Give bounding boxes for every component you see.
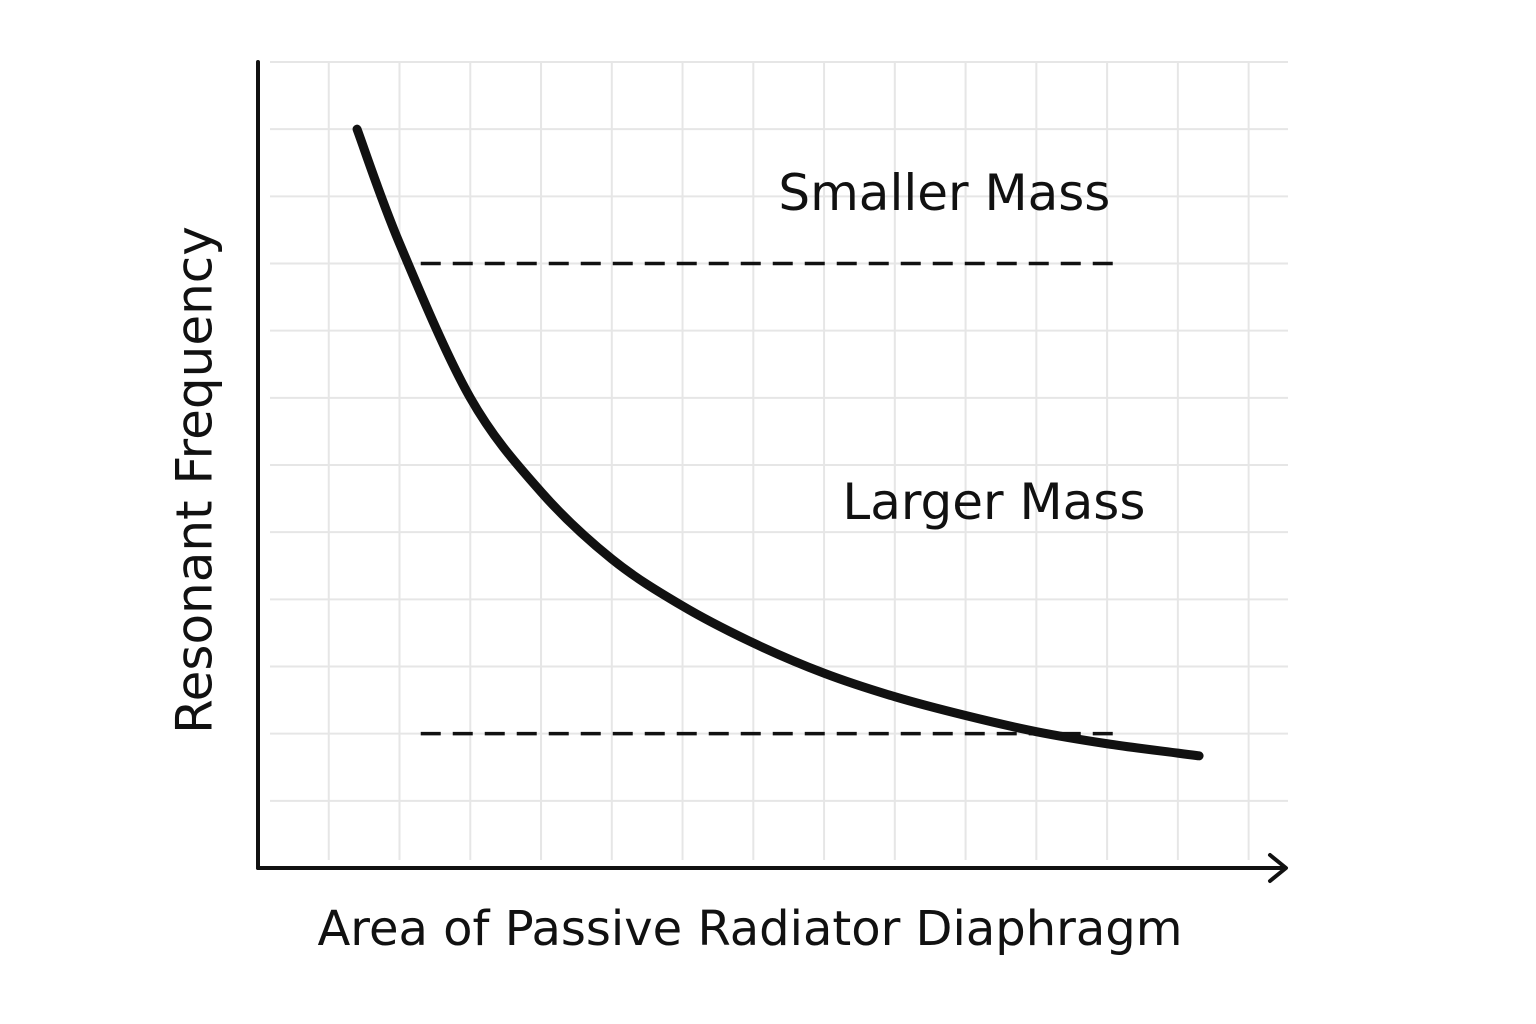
- grid-lines: [270, 61, 1288, 860]
- annotation-label: Larger Mass: [842, 473, 1145, 531]
- x-axis-arrow: [1268, 853, 1288, 883]
- annotation-label: Smaller Mass: [778, 164, 1110, 222]
- series-lines: [352, 124, 1204, 761]
- y-axis-label: Resonant Frequency: [166, 226, 224, 734]
- x-axis-label: Area of Passive Radiator Diaphragm: [317, 901, 1182, 957]
- reference-lines: [420, 261, 1122, 736]
- series-line: [352, 124, 1204, 761]
- axes: [256, 60, 1288, 883]
- annotations: Smaller Mass Larger Mass: [778, 164, 1145, 531]
